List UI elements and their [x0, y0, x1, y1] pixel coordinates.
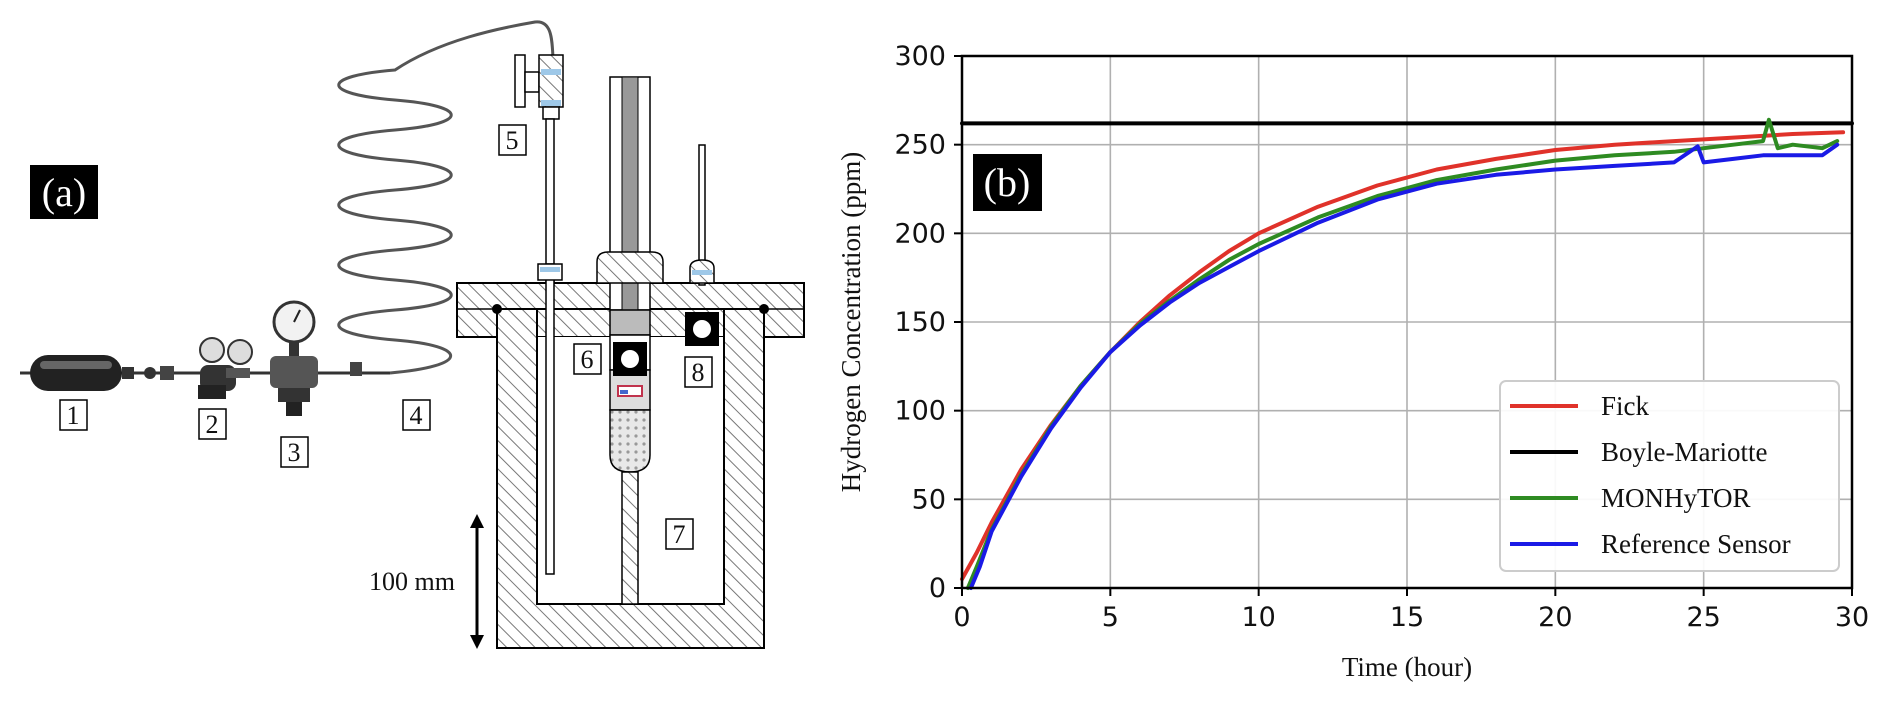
coiled-tubing	[337, 20, 555, 375]
panel-b-tag-text: (b)	[984, 160, 1031, 205]
legend-entry-fick: Fick	[1601, 391, 1650, 421]
label-box-7: 7	[665, 518, 694, 550]
x-tick-label: 25	[1686, 602, 1720, 633]
label-box-1: 1	[59, 399, 88, 431]
label-8: 8	[692, 358, 705, 387]
scale-bar-label: 100 mm	[369, 567, 455, 596]
x-tick-label: 15	[1390, 602, 1424, 633]
label-4: 4	[410, 401, 423, 430]
x-tick-label: 30	[1835, 602, 1869, 633]
legend-frame	[1499, 380, 1840, 572]
legend-entry-reference-sensor: Reference Sensor	[1601, 529, 1791, 559]
label-6: 6	[581, 345, 594, 374]
y-tick-label: 0	[929, 573, 946, 604]
x-tick-label: 10	[1241, 602, 1275, 633]
legend-entry-boyle-mariotte: Boyle-Mariotte	[1601, 437, 1767, 467]
x-tick-label: 20	[1538, 602, 1572, 633]
inlet-valve	[514, 54, 564, 120]
label-3: 3	[288, 438, 301, 467]
x-axis-label: Time (hour)	[1342, 652, 1472, 682]
y-tick-label: 100	[894, 396, 946, 427]
line-valve-1	[144, 366, 174, 380]
x-ticks: 0 5 10 15 20 25 30	[953, 588, 1869, 633]
label-2: 2	[206, 410, 219, 439]
label-box-3: 3	[280, 436, 309, 468]
chart-series	[960, 117, 1854, 590]
pressure-regulator	[198, 337, 253, 399]
y-ticks: 0 50 100 150 200 250 300	[894, 41, 962, 604]
reference-sensor-tube	[689, 144, 715, 286]
x-tick-label: 0	[953, 602, 970, 633]
panel-a-tag-text: (a)	[42, 170, 86, 215]
y-tick-label: 300	[894, 41, 946, 72]
sensor-marker-8	[685, 312, 719, 346]
panel-a-tag: (a)	[30, 165, 98, 219]
manometer-valve	[270, 300, 362, 416]
scale-bar: 100 mm	[369, 514, 484, 649]
series-line-reference-sensor	[968, 142, 1840, 590]
panel-b-tag: (b)	[973, 154, 1042, 211]
gas-cylinder	[30, 355, 134, 391]
label-box-2: 2	[198, 408, 227, 440]
y-tick-label: 50	[912, 484, 946, 515]
monhytor-probe	[596, 76, 664, 605]
y-tick-label: 200	[894, 218, 946, 249]
label-box-8: 8	[684, 356, 713, 388]
x-tick-label: 5	[1102, 602, 1119, 633]
sensor-marker-6	[613, 342, 647, 376]
label-1: 1	[67, 401, 80, 430]
label-box-4: 4	[402, 399, 431, 431]
label-box-5: 5	[498, 124, 527, 156]
label-7: 7	[673, 520, 686, 549]
y-tick-label: 250	[894, 130, 946, 161]
legend-entry-monhytor: MONHyTOR	[1601, 483, 1751, 513]
label-5: 5	[506, 126, 519, 155]
panel-b-chart: 0 5 10 15 20 25 30 0 50 100 150 200 250 300 Time (ho…	[836, 41, 1869, 682]
chart-legend: Fick Boyle-Mariotte MONHyTOR Reference Sens…	[1499, 380, 1840, 572]
label-box-6: 6	[573, 343, 602, 375]
panel-a-schematic: (a)	[20, 20, 805, 649]
y-axis-label: Hydrogen Concentration (ppm)	[836, 152, 866, 492]
y-tick-label: 150	[894, 307, 946, 338]
